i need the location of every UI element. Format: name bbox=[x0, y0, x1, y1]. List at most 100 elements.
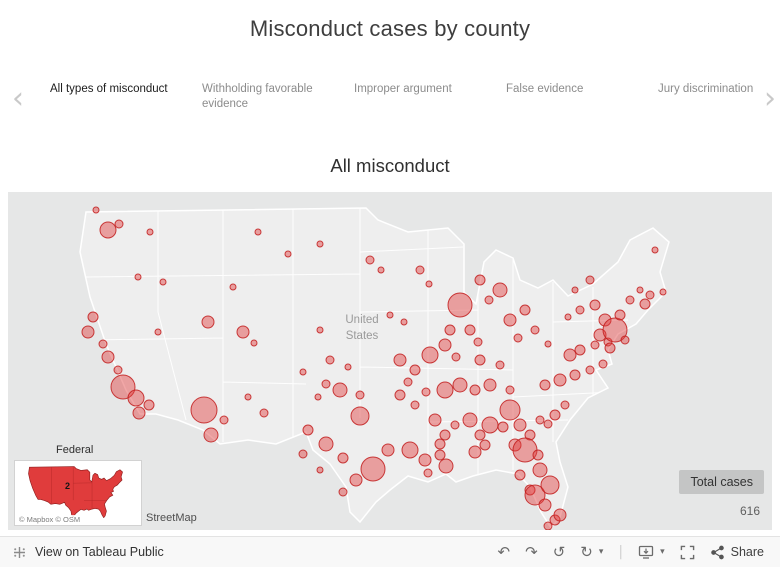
map-bubble[interactable] bbox=[92, 206, 100, 214]
map-bubble[interactable] bbox=[462, 412, 478, 428]
tab-false-evidence[interactable]: False evidence bbox=[506, 82, 658, 112]
map-bubble[interactable] bbox=[400, 318, 408, 326]
map-bubble[interactable] bbox=[508, 438, 522, 452]
map-bubble[interactable] bbox=[259, 408, 269, 418]
download-button[interactable] bbox=[638, 545, 654, 559]
tab-all-types[interactable]: All types of misconduct bbox=[50, 82, 202, 112]
map-bubble[interactable] bbox=[410, 400, 420, 410]
map-bubble[interactable] bbox=[553, 508, 567, 522]
map-bubble[interactable] bbox=[451, 352, 461, 362]
map-bubble[interactable] bbox=[318, 436, 334, 452]
map-bubble[interactable] bbox=[337, 452, 349, 464]
map-bubble[interactable] bbox=[377, 266, 385, 274]
map-bubble[interactable] bbox=[474, 429, 486, 441]
map-bubble[interactable] bbox=[530, 325, 540, 335]
map-bubble[interactable] bbox=[332, 382, 348, 398]
map-bubble[interactable] bbox=[474, 274, 486, 286]
map-bubble[interactable] bbox=[505, 385, 515, 395]
map-bubble[interactable] bbox=[651, 246, 659, 254]
map-bubble[interactable] bbox=[403, 377, 413, 387]
map-bubble[interactable] bbox=[421, 346, 439, 364]
map-bubble[interactable] bbox=[201, 315, 215, 329]
carousel-prev-icon[interactable]: ‹ bbox=[12, 81, 24, 116]
map-bubble[interactable] bbox=[299, 368, 307, 376]
map-bubble[interactable] bbox=[464, 324, 476, 336]
map-bubble[interactable] bbox=[302, 424, 314, 436]
map-bubble[interactable] bbox=[444, 324, 456, 336]
map-bubble[interactable] bbox=[469, 384, 481, 396]
map-bubble[interactable] bbox=[585, 365, 595, 375]
map-bubble[interactable] bbox=[499, 399, 521, 421]
map-bubble[interactable] bbox=[401, 441, 419, 459]
map-bubble[interactable] bbox=[203, 427, 219, 443]
map-bubble[interactable] bbox=[298, 449, 308, 459]
map-bubble[interactable] bbox=[468, 445, 482, 459]
map-bubble[interactable] bbox=[564, 313, 572, 321]
map-bubble[interactable] bbox=[535, 415, 545, 425]
map-bubble[interactable] bbox=[365, 255, 375, 265]
map-bubble[interactable] bbox=[645, 290, 655, 300]
undo-icon[interactable]: ↶ bbox=[497, 542, 511, 561]
map-bubble[interactable] bbox=[254, 228, 262, 236]
map-bubble[interactable] bbox=[513, 418, 527, 432]
map-bubble[interactable] bbox=[393, 353, 407, 367]
map-bubble[interactable] bbox=[434, 449, 446, 461]
map-bubble[interactable] bbox=[571, 286, 579, 294]
map-bubble[interactable] bbox=[360, 456, 386, 482]
map-bubble[interactable] bbox=[409, 364, 421, 376]
map-bubble[interactable] bbox=[434, 438, 446, 450]
map-bubble[interactable] bbox=[349, 473, 363, 487]
map-bubble[interactable] bbox=[540, 475, 560, 495]
map-bubble[interactable] bbox=[513, 333, 523, 343]
reset-icon[interactable]: ↺ bbox=[552, 542, 566, 561]
map-bubble[interactable] bbox=[539, 379, 551, 391]
refresh-caret-icon[interactable]: ▾ bbox=[598, 547, 604, 557]
map-bubble[interactable] bbox=[514, 469, 526, 481]
map-bubble[interactable] bbox=[114, 219, 124, 229]
map-bubble[interactable] bbox=[483, 378, 497, 392]
map-bubble[interactable] bbox=[481, 416, 499, 434]
map-bubble[interactable] bbox=[143, 399, 155, 411]
map-bubble[interactable] bbox=[620, 335, 630, 345]
map-bubble[interactable] bbox=[560, 400, 570, 410]
map-bubble[interactable] bbox=[659, 288, 667, 296]
map-bubble[interactable] bbox=[113, 365, 123, 375]
map-bubble[interactable] bbox=[81, 325, 95, 339]
tab-improper-argument[interactable]: Improper argument bbox=[354, 82, 506, 112]
map-bubble[interactable] bbox=[473, 337, 483, 347]
carousel-next-icon[interactable]: › bbox=[764, 81, 776, 116]
map-bubble[interactable] bbox=[134, 273, 142, 281]
federal-inset-map[interactable]: 2 © Mapbox © OSM bbox=[14, 460, 142, 526]
map-bubble[interactable] bbox=[154, 328, 162, 336]
map-bubble[interactable] bbox=[503, 313, 517, 327]
map-bubble[interactable] bbox=[549, 409, 561, 421]
map-bubble[interactable] bbox=[428, 413, 442, 427]
map-bubble[interactable] bbox=[543, 521, 553, 530]
map-bubble[interactable] bbox=[636, 286, 644, 294]
map-bubble[interactable] bbox=[87, 311, 99, 323]
map-bubble[interactable] bbox=[146, 228, 154, 236]
map-bubble[interactable] bbox=[110, 374, 136, 400]
map-bubble[interactable] bbox=[425, 280, 433, 288]
map-bubble[interactable] bbox=[553, 373, 567, 387]
map-bubble[interactable] bbox=[418, 453, 432, 467]
view-on-tableau-public-link[interactable]: View on Tableau Public bbox=[12, 545, 164, 560]
map-bubble[interactable] bbox=[614, 309, 626, 321]
map-bubble[interactable] bbox=[524, 484, 546, 506]
map-bubble[interactable] bbox=[101, 350, 115, 364]
map-bubble[interactable] bbox=[575, 305, 585, 315]
map-bubble[interactable] bbox=[598, 313, 612, 327]
map-bubble[interactable] bbox=[316, 326, 324, 334]
us-bubble-map[interactable]: United States Federal 2 © Mapbox © OSM S… bbox=[8, 192, 772, 530]
map-bubble[interactable] bbox=[355, 390, 365, 400]
fullscreen-button[interactable] bbox=[680, 545, 695, 560]
map-bubble[interactable] bbox=[344, 363, 352, 371]
map-bubble[interactable] bbox=[229, 283, 237, 291]
map-bubble[interactable] bbox=[415, 265, 425, 275]
map-bubble[interactable] bbox=[574, 344, 586, 356]
map-bubble[interactable] bbox=[316, 466, 324, 474]
map-bubble[interactable] bbox=[495, 360, 505, 370]
map-bubble[interactable] bbox=[549, 514, 561, 526]
share-button[interactable]: Share bbox=[710, 545, 764, 560]
map-bubble[interactable] bbox=[532, 462, 548, 478]
